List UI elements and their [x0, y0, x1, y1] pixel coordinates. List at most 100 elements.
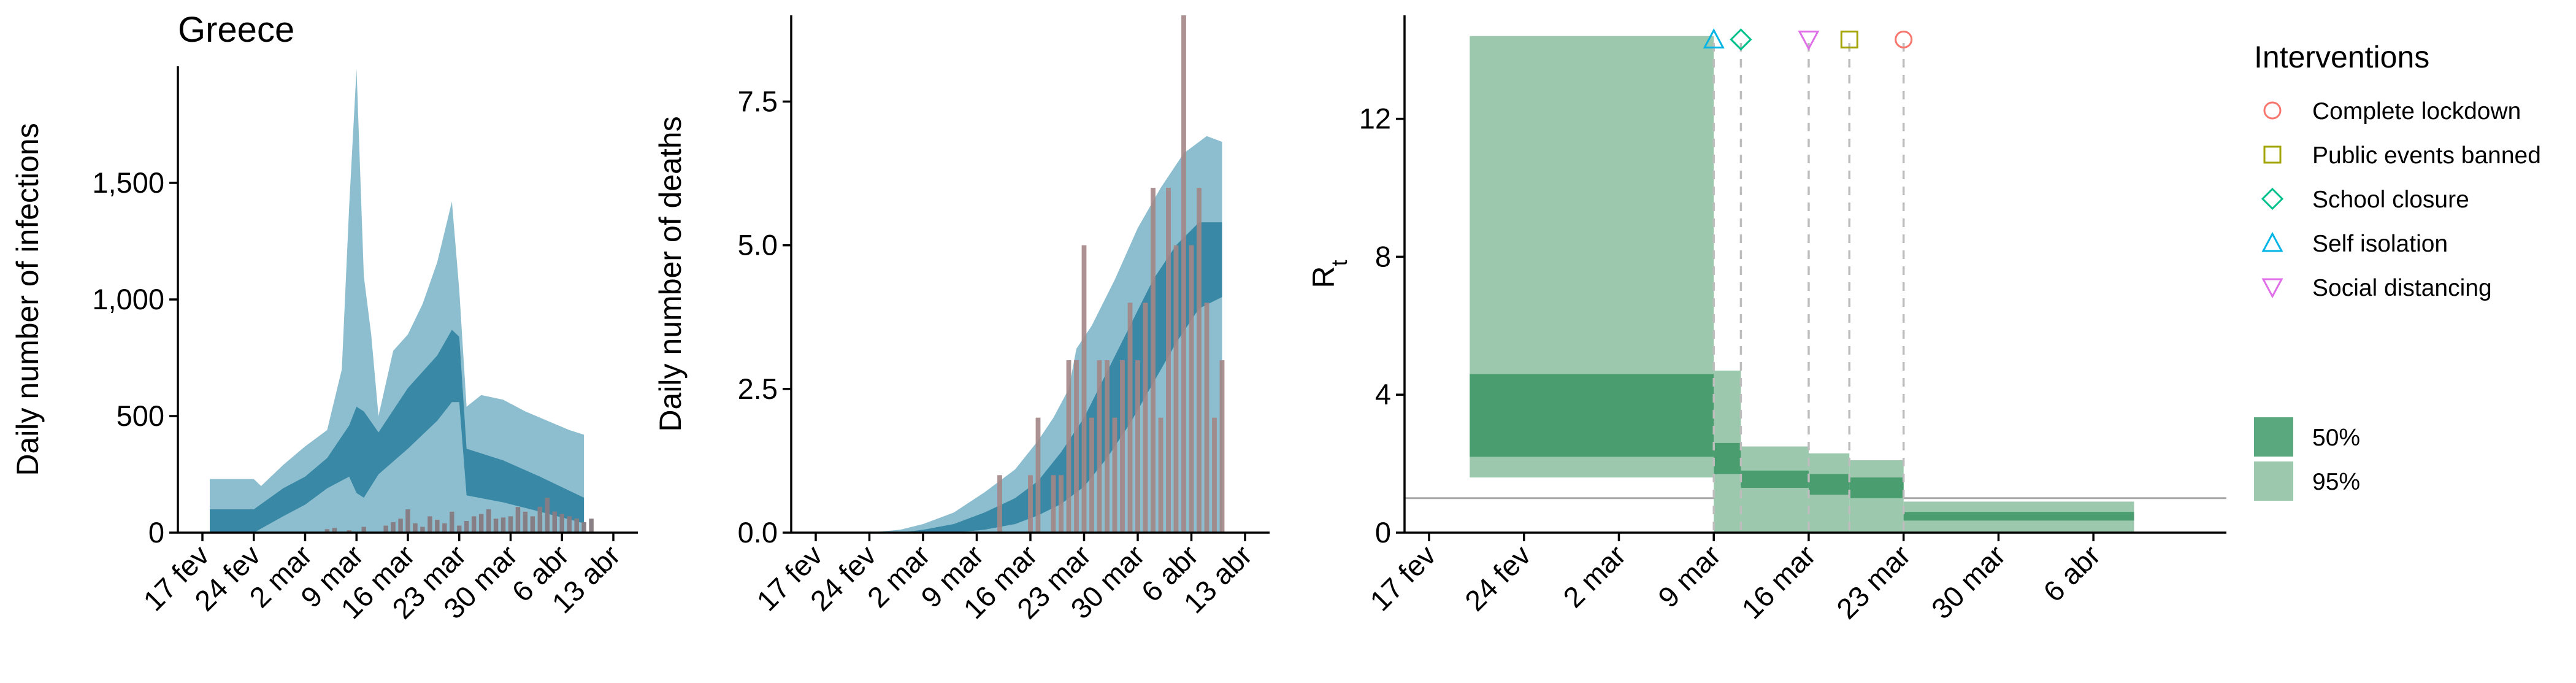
- y-tick-label: 8: [1375, 240, 1391, 272]
- legend-interval-label: 95%: [2312, 469, 2360, 495]
- bar-0: [997, 475, 1002, 533]
- legend-circle-icon: [2263, 101, 2282, 120]
- bar-shade-8: [413, 523, 418, 533]
- bar-shade-7: [1081, 245, 1087, 533]
- plot-area: [210, 68, 594, 533]
- bar-shade-9: [420, 527, 425, 533]
- intervention-marker-2: [1798, 30, 1820, 51]
- bar-shade-13: [1127, 303, 1133, 533]
- bar-shade-19: [1173, 245, 1179, 533]
- bar-shade-9: [1097, 360, 1102, 533]
- legend-title: Interventions: [2254, 40, 2429, 74]
- bar-shade-10: [1105, 360, 1110, 533]
- bar-17: [1158, 417, 1163, 533]
- bar-shade-0: [324, 529, 330, 533]
- legend-interval-label: 50%: [2312, 425, 2360, 451]
- x-tick-label: 16 mar: [1735, 539, 1822, 625]
- bar-shade-14: [457, 525, 462, 533]
- rt-band50-step-1: [1714, 442, 1741, 474]
- y-tick-label: 7.5: [738, 85, 778, 118]
- x-tick-label: 23 mar: [1830, 539, 1917, 625]
- bar-2: [1035, 417, 1041, 533]
- intervention-marker-4: [1895, 30, 1913, 48]
- bar-shade-18: [486, 509, 491, 533]
- rt-band50-step-4: [1849, 477, 1904, 498]
- bar-shade-24: [1212, 417, 1217, 533]
- bar-shade-2: [347, 530, 351, 533]
- x-tick-label: 17 fev: [1363, 538, 1442, 617]
- bar-shade-17: [1158, 417, 1163, 533]
- bar-shade-32: [589, 519, 594, 533]
- y-tick-label: 1,000: [92, 283, 164, 315]
- bar-shade-25: [1219, 360, 1225, 533]
- intervention-marker-3: [1840, 30, 1858, 48]
- y-axis-label-subscript: t: [1327, 260, 1352, 266]
- bar-23: [1204, 303, 1209, 533]
- bar-shade-0: [997, 475, 1002, 533]
- bar-4: [1059, 475, 1064, 533]
- bar-shade-1: [332, 528, 337, 533]
- rt-band50-step-3: [1808, 474, 1850, 495]
- bar-shade-5: [1066, 360, 1071, 533]
- intervention-marker-1: [1730, 28, 1752, 51]
- y-axis-label: Daily number of infections: [10, 123, 45, 476]
- legend-triangle-up-icon: [2261, 231, 2283, 252]
- y-tick-label: 4: [1375, 378, 1391, 411]
- bar-shade-29: [567, 516, 572, 533]
- y-tick-label: 1,500: [92, 166, 164, 199]
- bar-shade-7: [405, 509, 410, 533]
- bar-shade-26: [545, 498, 550, 533]
- rt-band50-step-0: [1470, 374, 1714, 457]
- bar-shade-25: [537, 507, 543, 533]
- legend-item-label: Complete lockdown: [2312, 98, 2521, 125]
- bar-shade-12: [442, 523, 447, 533]
- bar-11: [1112, 417, 1117, 533]
- y-tick-label: 500: [117, 399, 164, 432]
- x-tick-label: 2 mar: [1557, 539, 1631, 614]
- bar-shade-14: [1135, 360, 1140, 533]
- bar-1: [1028, 475, 1033, 533]
- bar-24: [1212, 417, 1217, 533]
- bar-9: [1097, 360, 1102, 533]
- legend-diamond-icon: [2261, 187, 2284, 210]
- y-tick-label: 0: [1375, 516, 1391, 549]
- bar-shade-8: [1089, 417, 1094, 533]
- bar-shade-11: [435, 520, 440, 533]
- rt-band50-step-5: [1903, 512, 2134, 521]
- legend-item-label: Public events banned: [2312, 142, 2541, 169]
- bar-shade-21: [1189, 245, 1194, 533]
- bar-shade-23: [523, 511, 528, 533]
- bar-shade-22: [1197, 188, 1202, 533]
- bar-shade-31: [581, 522, 586, 533]
- y-tick-label: 12: [1359, 102, 1391, 135]
- bar-shade-21: [508, 516, 513, 533]
- bar-shade-5: [391, 522, 396, 533]
- bar-21: [1189, 245, 1194, 533]
- plot-area: [1405, 36, 2226, 533]
- bar-shade-28: [559, 514, 564, 533]
- bar-shade-20: [500, 517, 506, 533]
- bar-shade-15: [464, 521, 469, 533]
- chart-title: Greece: [178, 10, 294, 50]
- bar-shade-6: [1074, 360, 1079, 533]
- bar-10: [1105, 360, 1110, 533]
- legend-item-label: Self isolation: [2312, 231, 2448, 257]
- bar-shade-13: [450, 511, 454, 533]
- legend: Interventions Complete lockdown Public eve…: [2254, 40, 2541, 501]
- bar-18: [1166, 188, 1171, 533]
- bar-12: [1120, 360, 1125, 533]
- bar-16: [1151, 188, 1156, 533]
- panel-3: 0 4 8 12 17 fev 24 fev 2 mar 9 mar 16 mar 23 mar 3…: [1306, 15, 2226, 625]
- bar-shade-17: [478, 514, 484, 533]
- bar-shade-3: [1051, 475, 1056, 533]
- bar-6: [1074, 360, 1079, 533]
- bar-19: [1173, 245, 1179, 533]
- x-tick-label: 9 mar: [1652, 539, 1727, 614]
- bar-shade-11: [1112, 417, 1117, 533]
- y-axis-label: Daily number of deaths: [653, 116, 688, 431]
- bar-shade-19: [493, 519, 499, 533]
- y-axis-label-main: R: [1306, 266, 1341, 288]
